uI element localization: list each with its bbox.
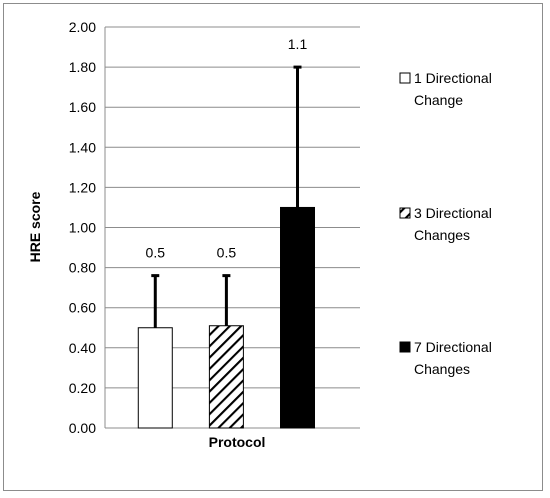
chart-frame (3, 3, 543, 491)
bar (137, 327, 173, 429)
y-tick-label: 1.00 (69, 220, 96, 236)
legend-label: 7 Directional (414, 339, 492, 355)
legend-label: Changes (414, 361, 470, 377)
y-axis-title: HRE score (27, 191, 43, 262)
bar (280, 206, 316, 429)
y-tick-label: 0.00 (69, 420, 96, 436)
x-axis-title: Protocol (209, 434, 266, 450)
legend-swatch (399, 207, 411, 219)
legend-swatch (399, 341, 411, 353)
y-tick-label: 1.40 (69, 139, 96, 155)
legend-label: 1 Directional (414, 70, 492, 86)
y-tick-label: 0.40 (69, 340, 96, 356)
legend-label: Change (414, 92, 463, 108)
y-tick-label: 1.20 (69, 179, 96, 195)
data-label: 0.5 (217, 245, 237, 261)
y-tick-label: 0.60 (69, 300, 96, 316)
legend-label: 3 Directional (414, 205, 492, 221)
legend-label: Changes (414, 227, 470, 243)
y-tick-label: 2.00 (69, 19, 96, 35)
data-label: 0.5 (146, 245, 166, 261)
y-tick-label: 1.80 (69, 59, 96, 75)
y-tick-label: 1.60 (69, 99, 96, 115)
bar (208, 325, 244, 429)
legend-swatch (399, 72, 411, 84)
y-tick-label: 0.20 (69, 380, 96, 396)
data-label: 1.1 (288, 36, 308, 52)
y-tick-label: 0.80 (69, 260, 96, 276)
